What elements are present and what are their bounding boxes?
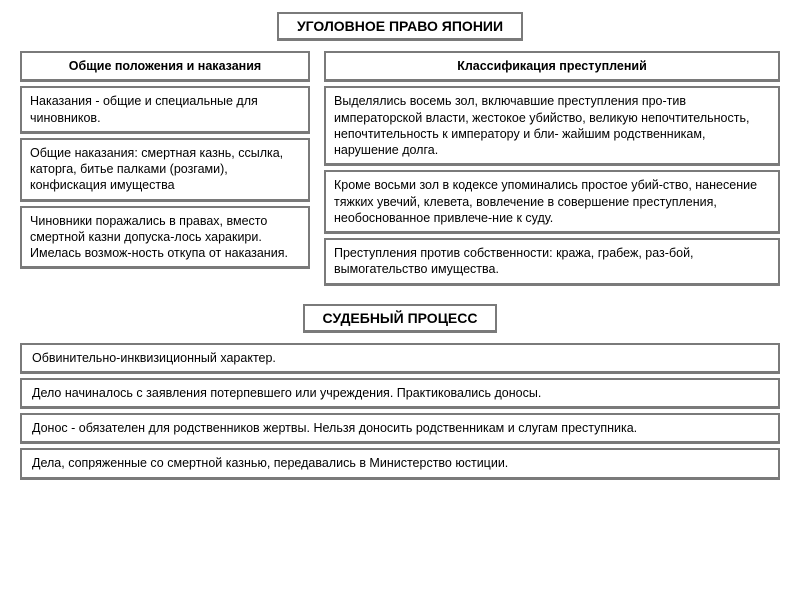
section1-columns: Общие положения и наказания Наказания - … xyxy=(20,51,780,286)
section2-rows: Обвинительно-инквизиционный характер. Де… xyxy=(20,343,780,480)
left-header: Общие положения и наказания xyxy=(20,51,310,82)
right-column: Классификация преступлений Выделялись во… xyxy=(324,51,780,286)
section1-title-wrap: УГОЛОВНОЕ ПРАВО ЯПОНИИ xyxy=(20,12,780,41)
right-box-0: Выделялись восемь зол, включавшие престу… xyxy=(324,86,780,166)
right-box-1: Кроме восьми зол в кодексе упоминались п… xyxy=(324,170,780,234)
row-1: Дело начиналось с заявления потерпевшего… xyxy=(20,378,780,409)
left-column: Общие положения и наказания Наказания - … xyxy=(20,51,310,286)
left-box-0: Наказания - общие и специальные для чино… xyxy=(20,86,310,134)
section2-title: СУДЕБНЫЙ ПРОЦЕСС xyxy=(303,304,498,333)
left-box-2: Чиновники поражались в правах, вместо см… xyxy=(20,206,310,270)
right-box-2: Преступления против собственности: кража… xyxy=(324,238,780,286)
section1-title: УГОЛОВНОЕ ПРАВО ЯПОНИИ xyxy=(277,12,523,41)
row-3: Дела, сопряженные со смертной казнью, пе… xyxy=(20,448,780,479)
row-0: Обвинительно-инквизиционный характер. xyxy=(20,343,780,374)
right-header: Классификация преступлений xyxy=(324,51,780,82)
section2: СУДЕБНЫЙ ПРОЦЕСС Обвинительно-инквизицио… xyxy=(20,304,780,480)
section2-title-wrap: СУДЕБНЫЙ ПРОЦЕСС xyxy=(20,304,780,333)
left-box-1: Общие наказания: смертная казнь, ссылка,… xyxy=(20,138,310,202)
row-2: Донос - обязателен для родственников жер… xyxy=(20,413,780,444)
